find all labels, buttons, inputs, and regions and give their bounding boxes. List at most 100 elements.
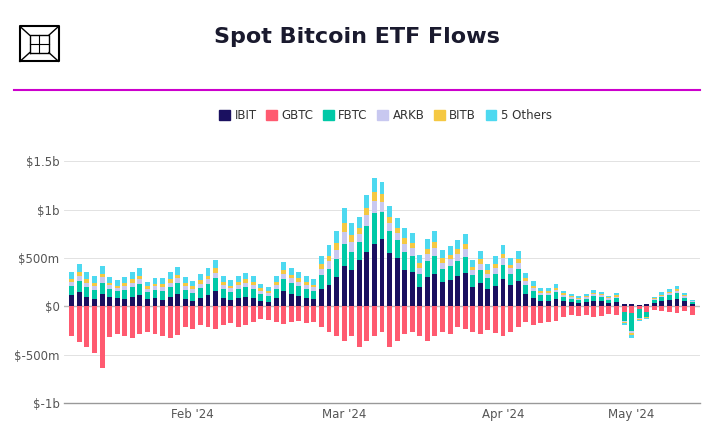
Bar [342, 266, 346, 306]
Bar [463, 244, 468, 250]
Bar [319, 306, 324, 327]
Bar [266, 287, 271, 291]
Bar [501, 254, 506, 258]
Bar [175, 275, 180, 278]
Bar [546, 288, 551, 291]
Bar [387, 253, 392, 306]
Bar [410, 256, 415, 271]
Bar [372, 192, 377, 201]
Bar [486, 264, 491, 270]
Bar [198, 288, 203, 298]
Bar [546, 291, 551, 293]
Bar [326, 269, 331, 285]
Bar [606, 297, 611, 298]
Bar [191, 289, 196, 293]
Bar [243, 279, 248, 283]
Bar [644, 312, 649, 317]
Bar [251, 298, 256, 306]
Bar [538, 301, 543, 306]
Bar [326, 261, 331, 269]
Bar [115, 306, 120, 335]
Bar [69, 306, 74, 336]
Bar [198, 280, 203, 284]
Bar [334, 231, 339, 243]
Bar [326, 306, 331, 332]
Bar [357, 217, 362, 228]
Bar [273, 298, 278, 306]
Bar [402, 252, 407, 270]
Bar [690, 302, 695, 304]
Bar [326, 255, 331, 261]
Bar [342, 208, 346, 223]
Bar [206, 284, 211, 295]
Bar [478, 270, 483, 283]
Bar [456, 249, 460, 254]
Bar [349, 242, 354, 252]
Bar [69, 286, 74, 295]
Bar [138, 268, 142, 276]
Bar [251, 276, 256, 282]
Bar [629, 313, 634, 331]
Bar [425, 262, 430, 277]
Bar [372, 306, 377, 336]
Bar [326, 245, 331, 255]
Bar [508, 258, 513, 265]
Bar [243, 273, 248, 279]
Bar [273, 306, 278, 322]
Bar [675, 306, 680, 313]
Bar [236, 289, 241, 298]
Bar [213, 268, 218, 273]
Bar [357, 228, 362, 234]
Bar [84, 297, 89, 306]
Bar [296, 306, 301, 321]
Bar [342, 306, 346, 341]
Bar [682, 295, 687, 296]
Bar [433, 241, 438, 248]
Bar [538, 291, 543, 293]
Bar [629, 331, 634, 333]
Bar [553, 293, 558, 299]
Bar [493, 264, 498, 268]
Bar [92, 283, 97, 286]
Bar [160, 300, 165, 306]
Bar [380, 239, 384, 306]
Bar [425, 306, 430, 341]
Bar [622, 312, 626, 321]
Bar [130, 272, 135, 279]
Bar [660, 297, 664, 301]
Bar [456, 254, 460, 261]
Bar [342, 223, 346, 232]
Bar [448, 246, 453, 255]
Bar [160, 287, 165, 291]
Bar [463, 250, 468, 257]
Bar [493, 268, 498, 274]
Bar [523, 278, 528, 281]
Bar [364, 215, 369, 226]
Bar [448, 306, 453, 335]
Bar [402, 270, 407, 306]
Bar [175, 306, 180, 336]
Bar [531, 306, 536, 325]
Bar [281, 280, 286, 291]
Bar [471, 267, 476, 270]
Bar [418, 267, 422, 274]
Bar [531, 281, 536, 285]
Bar [471, 270, 476, 276]
Bar [690, 300, 695, 301]
Bar [568, 297, 573, 299]
Bar [130, 279, 135, 283]
Bar [77, 276, 82, 281]
Bar [213, 291, 218, 306]
Bar [387, 231, 392, 253]
Bar [206, 276, 211, 280]
Bar [584, 299, 589, 302]
Bar [296, 278, 301, 282]
Bar [145, 287, 150, 289]
Bar [334, 250, 339, 259]
Bar [100, 274, 104, 277]
Bar [599, 301, 604, 306]
Bar [538, 295, 543, 301]
Bar [614, 296, 619, 297]
Bar [553, 284, 558, 288]
Bar [168, 272, 173, 279]
